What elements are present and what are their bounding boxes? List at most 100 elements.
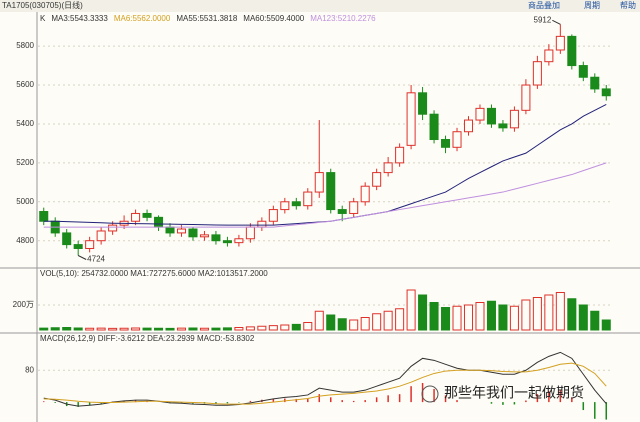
candle-body	[463, 119, 474, 133]
volume-bar	[395, 308, 405, 331]
volume-bar	[39, 327, 49, 331]
legend-entry: MA60:5509.4000	[243, 14, 304, 23]
panel-label: VOL(5,10): 254732.0000 MA1:727275.6000 M…	[40, 269, 268, 278]
candle-body	[222, 240, 232, 244]
candle-body	[521, 84, 531, 111]
candle-body	[326, 172, 336, 211]
candle-body	[418, 92, 428, 115]
candle-body	[211, 234, 221, 242]
annotation: 5912	[534, 15, 552, 24]
candle-body	[142, 212, 152, 218]
candle-body	[85, 240, 95, 249]
candle-body	[349, 201, 359, 214]
menu-item[interactable]: 商品叠加	[528, 0, 560, 10]
volume-bar	[268, 325, 278, 331]
volume-bar	[303, 322, 313, 331]
candle-body	[372, 172, 382, 187]
volume-bar	[383, 310, 393, 331]
candle-body	[62, 232, 72, 246]
volume-bar	[119, 327, 129, 331]
candle-body	[131, 212, 141, 222]
annotation-leader	[552, 19, 561, 25]
candle-body	[406, 92, 416, 146]
legend-entry: MA6:5562.0000	[114, 14, 171, 23]
volume-bar	[509, 305, 519, 331]
volume-bar	[601, 319, 611, 331]
volume-bar	[96, 327, 106, 331]
candle-body	[532, 61, 542, 86]
volume-bar	[486, 300, 496, 331]
y-tick-label: 5200	[16, 158, 34, 167]
dif-line	[43, 351, 607, 407]
volume-bar	[372, 313, 382, 331]
candle-body	[188, 228, 198, 238]
volume-bar	[441, 307, 451, 331]
y-tick-label: 5600	[16, 80, 34, 89]
candle-body	[96, 230, 106, 242]
candle-body	[314, 172, 324, 193]
candle-body	[199, 234, 209, 238]
volume-bar	[360, 317, 370, 331]
volume-bar	[337, 318, 347, 331]
y-tick-label: 4800	[16, 236, 34, 245]
symbol: TA1705(030705)(日线)	[2, 0, 83, 10]
candle-body	[509, 109, 519, 129]
candle-body	[441, 139, 451, 148]
volume-bar	[463, 304, 474, 331]
legend-entry: K	[40, 14, 46, 23]
candle-body	[257, 220, 267, 228]
candle-body	[165, 226, 175, 234]
volume-bar	[245, 326, 255, 331]
volume-bar	[211, 327, 221, 331]
volume-bar	[326, 314, 336, 331]
volume-bar	[108, 327, 118, 331]
volume-bar	[590, 310, 600, 331]
volume-bar	[418, 294, 428, 331]
candle-body	[452, 131, 462, 148]
menu-item[interactable]: 帮助	[620, 0, 636, 10]
volume-bar	[280, 324, 290, 331]
volume-bar	[578, 304, 588, 331]
volume-bar	[50, 327, 60, 331]
y-tick-label: 80	[25, 365, 34, 374]
volume-bar	[199, 327, 209, 331]
volume-bar	[429, 302, 439, 331]
volume-bar	[257, 325, 267, 331]
volume-bar	[406, 289, 416, 331]
annotation: 4724	[87, 255, 105, 264]
volume-bar	[131, 327, 141, 331]
candle-body	[567, 35, 577, 67]
candle-body	[337, 209, 347, 214]
volume-bar	[349, 319, 359, 331]
ma-line	[43, 162, 607, 228]
volume-bar	[314, 310, 324, 331]
candle-body	[154, 216, 164, 228]
volume-bar	[452, 305, 462, 331]
candle-body	[544, 49, 554, 63]
volume-bar	[234, 327, 244, 331]
watermark: 那些年我们一起做期货	[444, 385, 584, 401]
candle-body	[245, 226, 255, 240]
volume-bar	[154, 327, 164, 331]
ma-line	[43, 104, 607, 226]
y-tick-label: 5400	[16, 119, 34, 128]
watermark-icon	[421, 385, 439, 403]
volume-bar	[544, 294, 554, 331]
candle-body	[486, 107, 496, 125]
volume-bar	[85, 327, 95, 331]
volume-bar	[555, 292, 565, 331]
candle-body	[555, 35, 565, 51]
menu-item[interactable]: 周期	[584, 1, 600, 10]
legend-entry: MA123:5210.2276	[310, 14, 376, 23]
candle-body	[303, 191, 313, 207]
dea-line	[43, 362, 607, 405]
candle-body	[578, 65, 588, 78]
volume-bar	[188, 327, 198, 331]
y-tick-label: 5800	[16, 41, 34, 50]
y-tick-label: 200万	[13, 300, 34, 309]
volume-bar	[498, 304, 508, 331]
candle-body	[39, 211, 49, 222]
panel-label: MACD(26,12,9) DIFF:-3.6212 DEA:23.2939 M…	[40, 334, 255, 343]
volume-bar	[222, 327, 232, 331]
candle-body	[360, 185, 370, 203]
